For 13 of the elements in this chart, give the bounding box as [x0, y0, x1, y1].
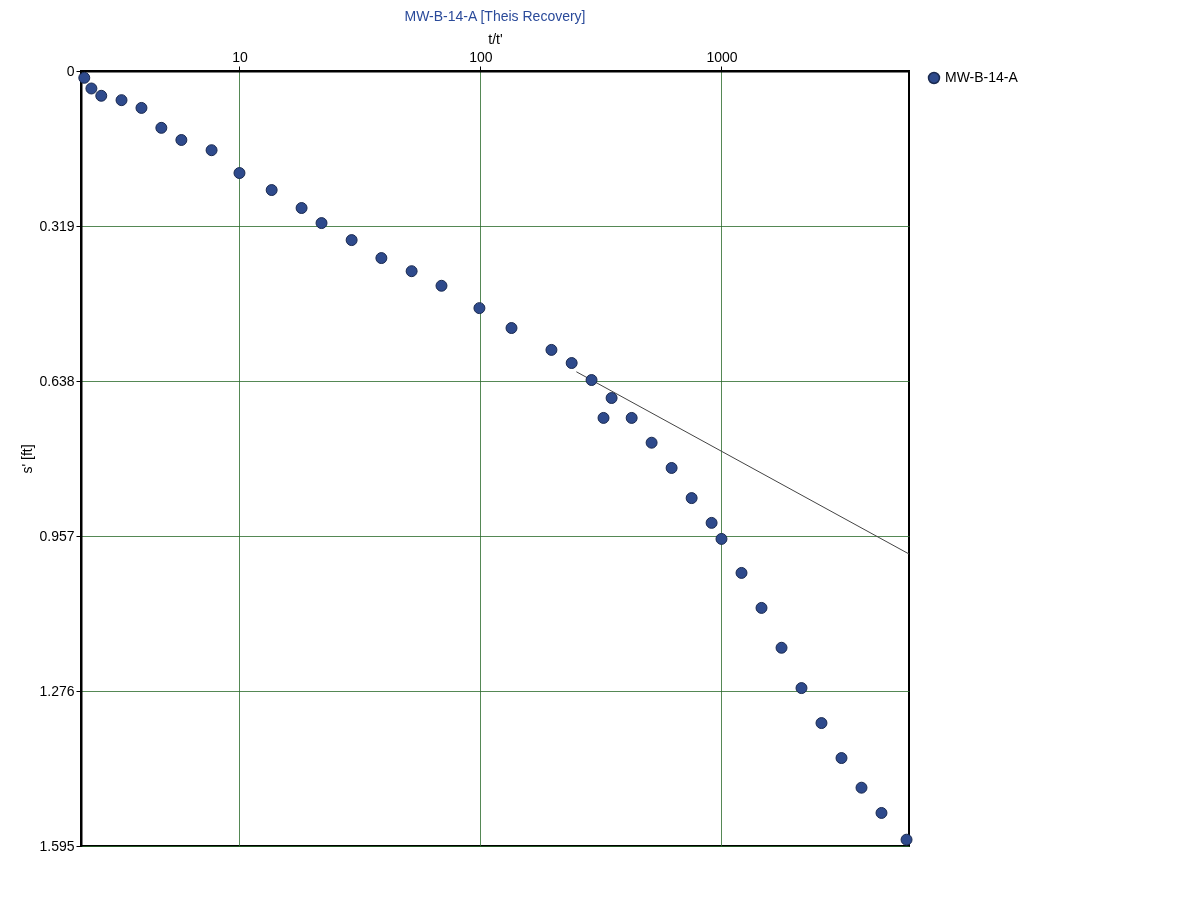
- x-axis-title: t/t': [488, 30, 503, 47]
- x-tick-label: 100: [469, 48, 493, 65]
- y-tick-label: 1.276: [39, 682, 75, 699]
- y-tick-label: 0: [66, 62, 75, 79]
- chart-title: MW-B-14-A [Theis Recovery]: [404, 8, 586, 24]
- y-axis-title: s' [ft]: [19, 444, 36, 474]
- y-tick-label: 0.319: [39, 217, 75, 234]
- y-tick-label: 0.957: [39, 527, 75, 544]
- x-tick-label: 10: [232, 48, 248, 65]
- legend-label: MW-B-14-A: [945, 69, 1019, 85]
- x-tick-label: 1000: [706, 48, 738, 65]
- y-tick-label: 0.638: [39, 372, 75, 389]
- y-tick-label: 1.595: [39, 837, 75, 854]
